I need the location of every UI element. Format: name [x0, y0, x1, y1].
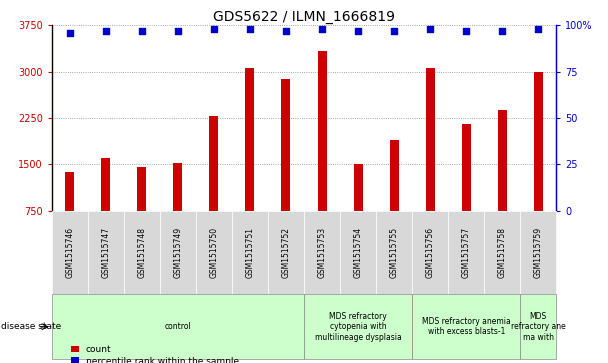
Text: GSM1515754: GSM1515754: [354, 227, 362, 278]
Text: GSM1515758: GSM1515758: [498, 227, 506, 278]
Bar: [520, 294, 556, 359]
Bar: [498, 110, 506, 257]
Bar: [390, 140, 399, 257]
Title: GDS5622 / ILMN_1666819: GDS5622 / ILMN_1666819: [213, 11, 395, 24]
Legend: count, percentile rank within the sample: count, percentile rank within the sample: [71, 345, 239, 363]
Bar: [88, 211, 124, 294]
Point: [461, 28, 471, 34]
Bar: [412, 211, 448, 294]
Bar: [282, 79, 291, 257]
Bar: [461, 124, 471, 257]
Bar: [304, 211, 340, 294]
Text: control: control: [165, 322, 191, 331]
Bar: [376, 211, 412, 294]
Text: GSM1515746: GSM1515746: [65, 227, 74, 278]
Point: [209, 26, 219, 32]
Bar: [340, 211, 376, 294]
Bar: [304, 294, 412, 359]
Text: MDS refractory
cytopenia with
multilineage dysplasia: MDS refractory cytopenia with multilinea…: [315, 312, 401, 342]
Bar: [124, 211, 160, 294]
Point: [101, 28, 111, 34]
Text: MDS
refractory ane
ma with: MDS refractory ane ma with: [511, 312, 565, 342]
Text: disease state: disease state: [1, 322, 61, 331]
Text: GSM1515748: GSM1515748: [137, 227, 147, 278]
Bar: [484, 211, 520, 294]
Text: GSM1515756: GSM1515756: [426, 227, 435, 278]
Bar: [232, 211, 268, 294]
Bar: [268, 211, 304, 294]
Bar: [52, 294, 304, 359]
Bar: [209, 116, 218, 257]
Point: [245, 26, 255, 32]
Bar: [173, 163, 182, 257]
Text: GSM1515752: GSM1515752: [282, 227, 291, 278]
Point: [137, 28, 147, 34]
Bar: [160, 211, 196, 294]
Bar: [354, 164, 362, 257]
Text: GSM1515759: GSM1515759: [534, 227, 543, 278]
Bar: [448, 211, 484, 294]
Text: GSM1515750: GSM1515750: [209, 227, 218, 278]
Bar: [534, 72, 543, 257]
Bar: [246, 68, 254, 257]
Bar: [412, 294, 520, 359]
Bar: [520, 211, 556, 294]
Text: GSM1515755: GSM1515755: [390, 227, 399, 278]
Point: [65, 30, 75, 36]
Point: [281, 28, 291, 34]
Text: MDS refractory anemia
with excess blasts-1: MDS refractory anemia with excess blasts…: [422, 317, 511, 337]
Text: GSM1515751: GSM1515751: [246, 227, 254, 278]
Point: [497, 28, 507, 34]
Text: GSM1515749: GSM1515749: [173, 227, 182, 278]
Bar: [317, 51, 326, 257]
Bar: [196, 211, 232, 294]
Bar: [426, 68, 435, 257]
Point: [389, 28, 399, 34]
Text: GSM1515757: GSM1515757: [461, 227, 471, 278]
Text: GSM1515753: GSM1515753: [317, 227, 326, 278]
Point: [173, 28, 183, 34]
Point: [533, 26, 543, 32]
Text: GSM1515747: GSM1515747: [102, 227, 110, 278]
Point: [353, 28, 363, 34]
Bar: [65, 172, 74, 257]
Bar: [52, 211, 88, 294]
Point: [317, 26, 327, 32]
Bar: [102, 158, 110, 257]
Point: [426, 26, 435, 32]
Bar: [137, 167, 147, 257]
